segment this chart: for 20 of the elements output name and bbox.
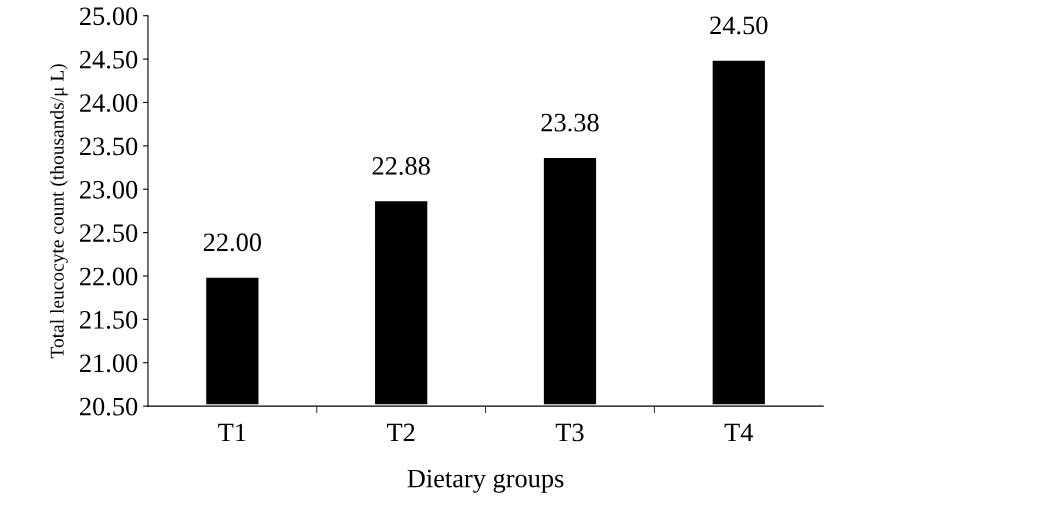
x-tick-label: T1 (218, 423, 246, 442)
y-tick-label: 24.00 (80, 94, 138, 112)
data-label: 22.00 (203, 233, 262, 252)
y-axis-title: Total leucocyte count (thousands/μ L) (50, 64, 68, 359)
y-tick-label: 21.00 (80, 354, 138, 373)
y-tick-label: 25.00 (80, 7, 138, 26)
y-tick-label: 20.50 (80, 397, 138, 416)
data-label: 22.88 (372, 157, 430, 175)
y-tick-label: 23.50 (80, 137, 138, 156)
y-tick-label: 21.50 (80, 310, 138, 329)
y-tick-label: 24.50 (80, 50, 138, 69)
y-tick-label: 22.00 (80, 267, 138, 286)
data-label: 24.50 (710, 16, 768, 35)
y-tick-label: 23.00 (80, 180, 138, 199)
data-label: 23.38 (541, 113, 599, 132)
x-tick-label: T4 (724, 423, 754, 442)
x-axis-title: Dietary groups (407, 469, 564, 493)
x-tick-label: T2 (386, 423, 415, 442)
x-tick-label: T3 (555, 423, 584, 442)
y-tick-label: 22.50 (80, 224, 138, 243)
